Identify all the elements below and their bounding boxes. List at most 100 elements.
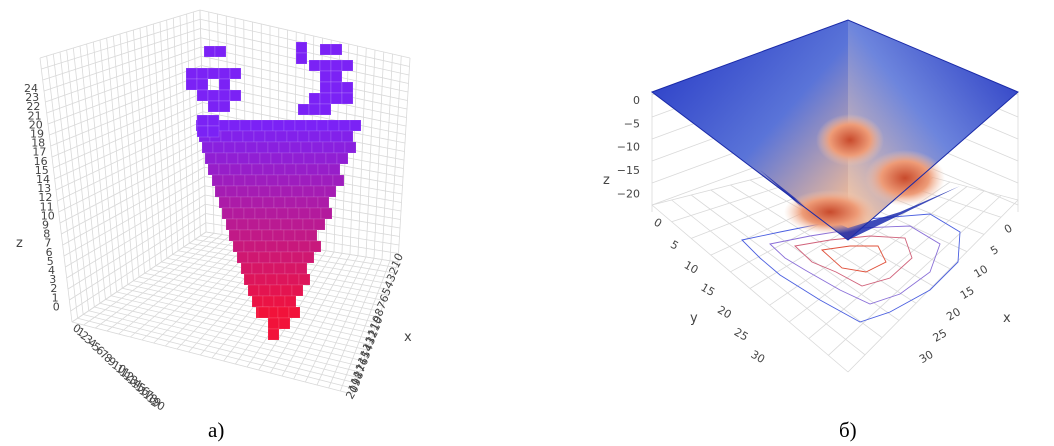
x-tick-label: 25 bbox=[931, 327, 950, 345]
voxel bbox=[302, 251, 315, 264]
voxel bbox=[247, 284, 260, 297]
voxel bbox=[214, 45, 227, 58]
voxel bbox=[259, 152, 272, 165]
contour-line bbox=[794, 235, 913, 287]
voxel bbox=[300, 141, 313, 154]
voxel bbox=[207, 163, 220, 176]
voxel bbox=[262, 262, 275, 275]
voxel bbox=[258, 251, 271, 264]
voxel bbox=[207, 125, 220, 138]
x-tick-label: 19 bbox=[145, 392, 164, 410]
voxel bbox=[269, 251, 282, 264]
voxel bbox=[280, 218, 293, 231]
voxel bbox=[265, 240, 278, 253]
voxel bbox=[251, 262, 264, 275]
voxel bbox=[247, 218, 260, 231]
voxel bbox=[207, 114, 220, 127]
voxel bbox=[258, 284, 271, 297]
grid-line bbox=[808, 190, 985, 339]
voxel bbox=[319, 70, 332, 83]
voxel bbox=[254, 273, 267, 286]
voxel bbox=[239, 229, 252, 242]
z-tick-label: 10 bbox=[41, 209, 55, 222]
voxel bbox=[226, 152, 239, 165]
voxel bbox=[284, 295, 297, 308]
y-tick-label: 14 bbox=[358, 341, 376, 360]
voxel bbox=[255, 174, 268, 187]
voxel bbox=[262, 196, 275, 209]
voxel bbox=[313, 218, 326, 231]
voxel bbox=[330, 130, 343, 143]
surface-pit bbox=[784, 190, 876, 234]
grid-line bbox=[351, 261, 399, 395]
voxel bbox=[253, 130, 266, 143]
z-tick-label: 14 bbox=[36, 173, 50, 186]
grid-line bbox=[328, 259, 383, 389]
voxel bbox=[258, 218, 271, 231]
voxel bbox=[228, 229, 241, 242]
voxel bbox=[280, 251, 293, 264]
voxel bbox=[338, 119, 351, 132]
x-tick-label: 15 bbox=[129, 377, 148, 395]
voxel bbox=[201, 141, 214, 154]
voxel bbox=[275, 130, 288, 143]
surface-pit bbox=[816, 114, 884, 166]
voxel bbox=[248, 152, 261, 165]
voxel bbox=[332, 174, 345, 187]
voxel bbox=[303, 152, 316, 165]
voxel bbox=[327, 119, 340, 132]
z-tick-label: 7 bbox=[44, 237, 51, 250]
voxel bbox=[319, 59, 332, 72]
z-tick-label: 0 bbox=[633, 94, 640, 107]
voxel bbox=[278, 317, 291, 330]
voxel bbox=[341, 81, 354, 94]
voxel bbox=[299, 174, 312, 187]
voxel bbox=[330, 43, 343, 56]
grid-line bbox=[179, 15, 190, 244]
voxel bbox=[336, 152, 349, 165]
voxel bbox=[218, 196, 231, 209]
surface-rim-outline bbox=[650, 19, 1019, 241]
z-tick-label: 17 bbox=[32, 146, 46, 159]
grid-line bbox=[316, 258, 375, 386]
voxel bbox=[247, 251, 260, 264]
voxel bbox=[284, 262, 297, 275]
y-tick-label: 18 bbox=[348, 369, 366, 388]
x-tick-label: 10 bbox=[972, 263, 991, 281]
y-tick-label: 11 bbox=[365, 321, 383, 340]
voxel bbox=[265, 273, 278, 286]
grid-line bbox=[389, 55, 402, 261]
grid-line bbox=[70, 222, 206, 312]
voxel bbox=[225, 185, 238, 198]
x-tick-label: 5 bbox=[988, 243, 1001, 258]
z-tick-label: 22 bbox=[26, 100, 40, 113]
voxel bbox=[272, 229, 285, 242]
x-tick-label: 12 bbox=[117, 366, 136, 384]
z-tick-label: −15 bbox=[617, 164, 640, 177]
z-tick-label: 8 bbox=[43, 228, 50, 241]
voxel bbox=[311, 141, 324, 154]
voxel bbox=[333, 141, 346, 154]
voxel bbox=[291, 218, 304, 231]
voxel bbox=[262, 163, 275, 176]
voxel bbox=[245, 141, 258, 154]
voxel bbox=[266, 174, 279, 187]
voxel bbox=[308, 92, 321, 105]
voxel bbox=[280, 284, 293, 297]
voxel bbox=[273, 295, 286, 308]
grid-line bbox=[828, 195, 1002, 356]
voxel bbox=[291, 251, 304, 264]
voxel bbox=[257, 306, 270, 319]
voxel bbox=[264, 130, 277, 143]
voxel bbox=[283, 229, 296, 242]
z-tick-label: 19 bbox=[30, 128, 44, 141]
voxel bbox=[297, 103, 310, 116]
voxel bbox=[302, 185, 315, 198]
voxel bbox=[196, 67, 209, 80]
voxel bbox=[319, 130, 332, 143]
voxel bbox=[330, 70, 343, 83]
voxel bbox=[256, 141, 269, 154]
voxel bbox=[240, 262, 253, 275]
